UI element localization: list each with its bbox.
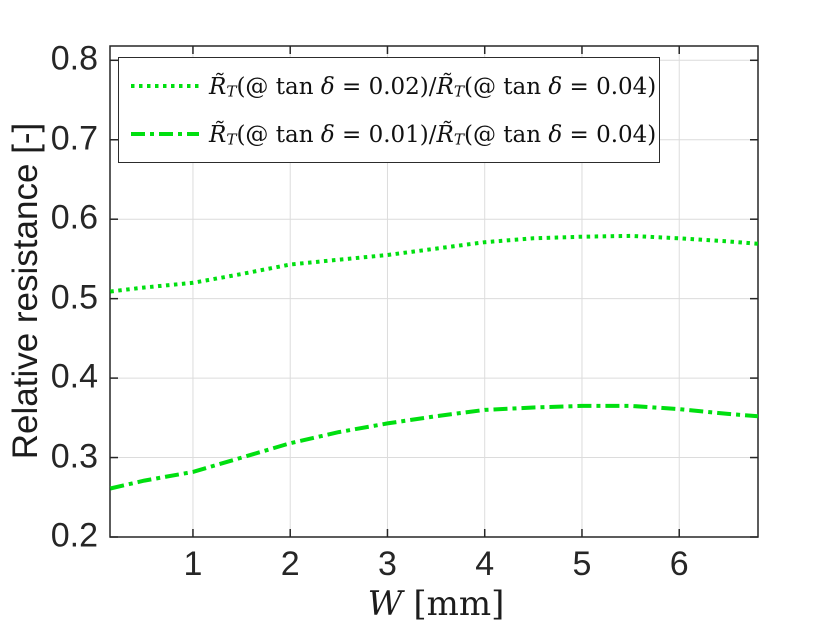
x-tick-label: 5 xyxy=(572,545,592,583)
math-text-part: R̃ xyxy=(436,73,454,100)
math-text-part: δ xyxy=(320,73,335,100)
math-text-part: W xyxy=(367,584,403,624)
math-text-part: (@ tan xyxy=(463,121,549,148)
series-curve-1 xyxy=(110,233,759,294)
y-tick-label: 0.7 xyxy=(50,119,98,158)
x-tick-label: 3 xyxy=(377,545,397,583)
x-tick-label: 6 xyxy=(669,545,689,583)
series-curve-2 xyxy=(109,403,759,491)
legend-entry: R̃T(@ tan δ = 0.02)/R̃T(@ tan δ = 0.04) xyxy=(129,62,659,110)
y-tick-label: 0.6 xyxy=(50,198,98,237)
y-tick-label: 0.4 xyxy=(50,357,98,396)
y-tick-label: 0.5 xyxy=(50,278,98,317)
legend-label: R̃T(@ tan δ = 0.01)/R̃T(@ tan δ = 0.04) xyxy=(209,121,656,148)
x-axis-label: W [mm] xyxy=(368,584,505,624)
math-text-part: T xyxy=(226,130,237,149)
x-tick-label: 1 xyxy=(183,545,203,583)
math-text-part: δ xyxy=(548,73,563,100)
legend-entry: R̃T(@ tan δ = 0.01)/R̃T(@ tan δ = 0.04) xyxy=(129,110,659,158)
y-tick-label: 0.3 xyxy=(50,437,98,476)
math-text-part: T xyxy=(453,82,464,101)
math-text-part: R̃ xyxy=(209,73,227,100)
math-text-part: R̃ xyxy=(436,121,454,148)
math-text-part: δ xyxy=(548,121,563,148)
math-text-part: δ xyxy=(320,121,335,148)
math-text-part: (@ tan xyxy=(236,121,321,148)
math-text-part: = 0.01)/ xyxy=(334,121,437,148)
y-tick-label: 0.8 xyxy=(50,40,98,79)
math-text-part: = 0.02)/ xyxy=(334,73,437,100)
math-text-part: = 0.04) xyxy=(562,121,657,148)
legend-line-sample xyxy=(131,132,199,136)
math-text-part: = 0.04) xyxy=(562,73,657,100)
math-text-part: [mm] xyxy=(402,584,505,624)
math-text-part: R̃ xyxy=(209,121,227,148)
legend: R̃T(@ tan δ = 0.02)/R̃T(@ tan δ = 0.04) R… xyxy=(118,57,660,163)
x-tick-label: 2 xyxy=(280,545,300,583)
math-text-part: (@ tan xyxy=(463,73,549,100)
x-tick-label: 4 xyxy=(475,545,495,583)
axes-box xyxy=(109,45,759,538)
math-text-part: T xyxy=(453,130,464,149)
y-tick-label: 0.2 xyxy=(50,516,98,555)
math-text-part: T xyxy=(226,82,237,101)
math-text-part: (@ tan xyxy=(236,73,321,100)
legend-label: R̃T(@ tan δ = 0.02)/R̃T(@ tan δ = 0.04) xyxy=(209,73,656,100)
y-axis-label: Relative resistance [-] xyxy=(6,122,45,460)
legend-line-sample xyxy=(131,84,199,88)
